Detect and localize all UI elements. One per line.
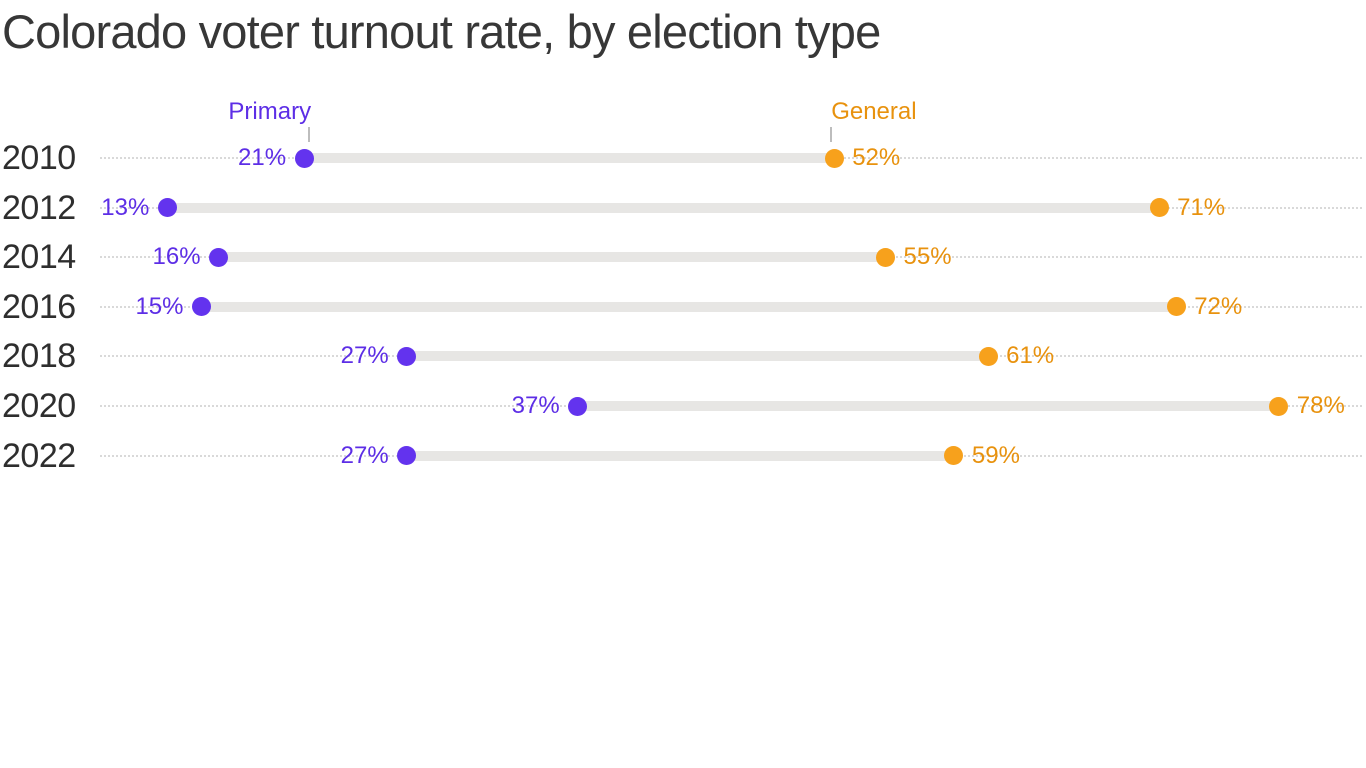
dumbbell-bar: [406, 351, 989, 362]
general-dot: [1149, 198, 1169, 218]
primary-dot: [209, 247, 229, 267]
primary-value-label: 27%: [340, 342, 389, 370]
general-value-label: 59%: [971, 441, 1020, 469]
primary-dot: [568, 396, 588, 416]
general-value-label: 71%: [1177, 193, 1226, 221]
dumbbell-bar: [406, 450, 954, 461]
legend-label-primary: Primary: [228, 98, 312, 125]
general-value-label: 52%: [852, 144, 901, 171]
primary-dot: [192, 297, 211, 317]
year-label: 2020: [2, 387, 76, 425]
year-label: 2016: [2, 287, 76, 326]
general-value-label: 61%: [1006, 342, 1055, 370]
dumbbell-bar: [577, 401, 1279, 411]
legend-tick-general: [830, 127, 833, 142]
dumbbell-bar: [218, 252, 886, 263]
dumbbell-bar: [201, 301, 1177, 312]
year-label: 2018: [2, 337, 76, 376]
year-label: 2010: [2, 139, 76, 177]
dumbbell-bar: [167, 202, 1160, 213]
primary-value-label: 16%: [152, 243, 201, 271]
general-dot: [944, 446, 964, 466]
general-value-label: 55%: [903, 243, 952, 271]
primary-dot: [397, 446, 417, 466]
general-value-label: 72%: [1194, 292, 1243, 320]
general-dot: [1269, 396, 1289, 416]
year-label: 2014: [2, 238, 76, 277]
primary-value-label: 37%: [511, 392, 560, 419]
legend-label-general: General: [831, 98, 917, 125]
primary-value-label: 15%: [135, 292, 184, 320]
legend-tick-primary: [308, 127, 311, 142]
year-label: 2022: [2, 436, 76, 475]
dumbbell-bar: [304, 153, 835, 163]
general-dot: [876, 247, 895, 267]
primary-value-label: 13%: [101, 193, 150, 221]
primary-dot: [157, 198, 177, 218]
general-dot: [824, 148, 844, 168]
year-label: 2012: [2, 188, 76, 227]
general-dot: [978, 346, 998, 366]
primary-dot: [397, 346, 417, 366]
general-dot: [1166, 297, 1186, 317]
chart-title: Colorado voter turnout rate, by election…: [2, 5, 881, 58]
primary-value-label: 27%: [340, 441, 389, 469]
primary-value-label: 21%: [238, 144, 287, 171]
general-value-label: 78%: [1296, 392, 1345, 419]
primary-dot: [294, 148, 314, 168]
